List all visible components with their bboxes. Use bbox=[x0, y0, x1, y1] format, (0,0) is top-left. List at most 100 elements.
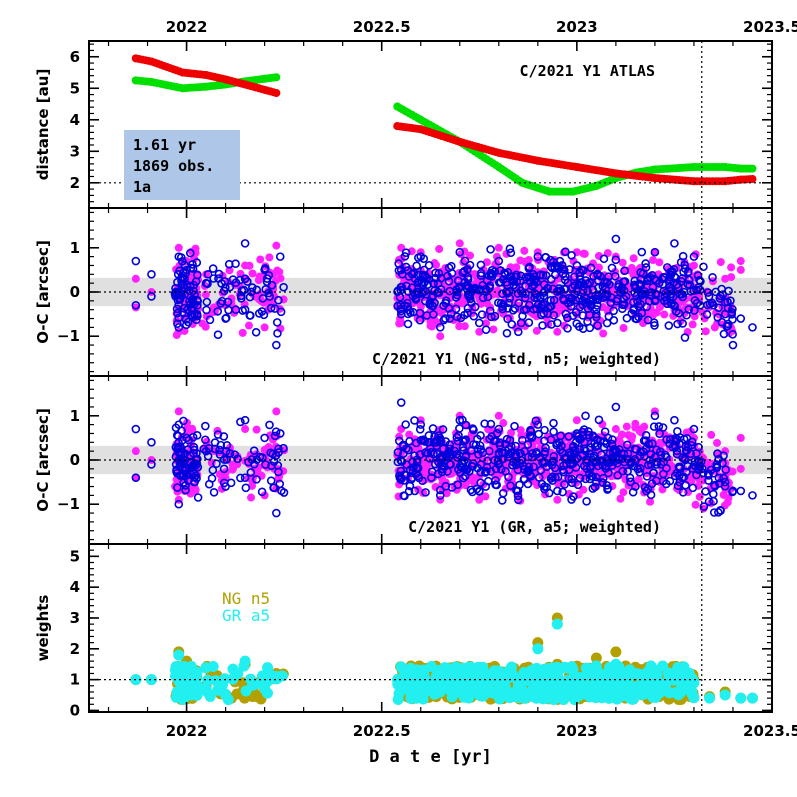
data-point bbox=[258, 453, 267, 462]
data-point bbox=[626, 477, 635, 487]
data-point bbox=[202, 71, 211, 80]
data-point bbox=[259, 683, 271, 695]
data-point bbox=[637, 291, 646, 300]
data-point bbox=[272, 340, 281, 350]
data-point bbox=[521, 304, 531, 314]
data-point bbox=[578, 311, 588, 320]
data-point bbox=[581, 411, 590, 421]
data-point bbox=[695, 492, 704, 501]
data-point bbox=[713, 313, 723, 322]
data-point bbox=[486, 312, 496, 322]
data-point bbox=[710, 480, 719, 490]
data-point bbox=[649, 274, 659, 284]
data-point bbox=[244, 457, 253, 467]
data-point bbox=[689, 261, 698, 270]
data-point bbox=[470, 302, 480, 312]
data-point bbox=[638, 269, 648, 278]
data-point bbox=[504, 472, 513, 482]
data-point bbox=[604, 468, 613, 478]
data-point bbox=[494, 243, 503, 252]
data-point bbox=[441, 437, 450, 446]
data-point bbox=[540, 286, 550, 296]
data-point bbox=[182, 265, 191, 275]
legend-entry: GR a5 bbox=[222, 606, 270, 625]
data-point bbox=[699, 502, 709, 511]
data-point bbox=[431, 669, 443, 681]
data-point bbox=[474, 318, 484, 328]
data-point bbox=[593, 269, 602, 279]
data-point bbox=[586, 299, 596, 309]
data-point bbox=[512, 680, 524, 692]
data-point bbox=[588, 285, 598, 295]
data-point bbox=[623, 466, 632, 476]
data-point bbox=[231, 278, 241, 287]
data-point bbox=[516, 286, 526, 295]
data-point bbox=[649, 677, 661, 689]
data-point bbox=[672, 468, 682, 478]
data-point bbox=[503, 314, 512, 324]
data-point bbox=[592, 181, 601, 190]
data-point bbox=[646, 490, 656, 500]
data-point bbox=[192, 258, 202, 267]
data-point bbox=[402, 281, 411, 291]
data-point bbox=[649, 468, 658, 477]
data-point bbox=[208, 264, 218, 273]
data-point bbox=[474, 450, 483, 459]
data-point bbox=[201, 421, 210, 431]
data-point bbox=[619, 488, 628, 497]
data-point bbox=[190, 309, 199, 319]
data-point bbox=[225, 282, 235, 292]
data-point bbox=[527, 666, 539, 678]
data-point bbox=[710, 323, 719, 332]
data-point bbox=[186, 248, 195, 258]
data-point bbox=[472, 672, 484, 684]
data-point bbox=[412, 469, 421, 478]
data-point bbox=[670, 239, 679, 248]
data-point bbox=[573, 690, 585, 702]
data-point bbox=[611, 402, 621, 412]
data-point bbox=[589, 259, 598, 268]
info-box bbox=[124, 130, 240, 200]
data-point bbox=[590, 652, 602, 664]
data-point bbox=[596, 692, 608, 704]
data-point bbox=[435, 491, 445, 500]
panel-title: C/2021 Y1 (GR, a5; weighted) bbox=[408, 518, 661, 536]
data-point bbox=[714, 473, 724, 483]
data-point bbox=[494, 298, 503, 308]
data-point bbox=[460, 256, 470, 266]
data-point bbox=[407, 283, 417, 292]
data-point bbox=[506, 248, 516, 258]
data-point bbox=[720, 309, 730, 319]
data-point bbox=[721, 274, 730, 283]
data-point bbox=[548, 476, 557, 485]
data-point bbox=[181, 664, 193, 676]
data-point bbox=[190, 477, 199, 487]
data-point bbox=[558, 487, 567, 497]
data-point bbox=[400, 491, 409, 501]
data-point bbox=[659, 438, 668, 447]
data-point bbox=[599, 254, 609, 264]
data-point bbox=[553, 327, 562, 336]
panel-title: C/2021 Y1 ATLAS bbox=[520, 62, 655, 80]
data-point bbox=[662, 435, 671, 444]
data-point bbox=[486, 245, 495, 254]
data-point bbox=[246, 311, 255, 320]
data-point bbox=[431, 273, 440, 283]
data-point bbox=[683, 461, 692, 471]
data-point bbox=[535, 270, 545, 280]
data-point bbox=[429, 438, 439, 447]
data-point bbox=[681, 442, 691, 451]
data-point bbox=[736, 175, 745, 184]
data-point bbox=[241, 80, 250, 89]
data-point bbox=[269, 483, 279, 492]
data-point bbox=[453, 480, 462, 490]
data-point bbox=[240, 239, 250, 248]
data-point bbox=[480, 419, 489, 428]
data-point bbox=[641, 666, 653, 678]
data-point bbox=[593, 295, 603, 305]
data-point bbox=[736, 314, 746, 323]
data-point bbox=[147, 292, 156, 301]
data-point bbox=[650, 411, 660, 421]
data-point bbox=[587, 471, 596, 481]
